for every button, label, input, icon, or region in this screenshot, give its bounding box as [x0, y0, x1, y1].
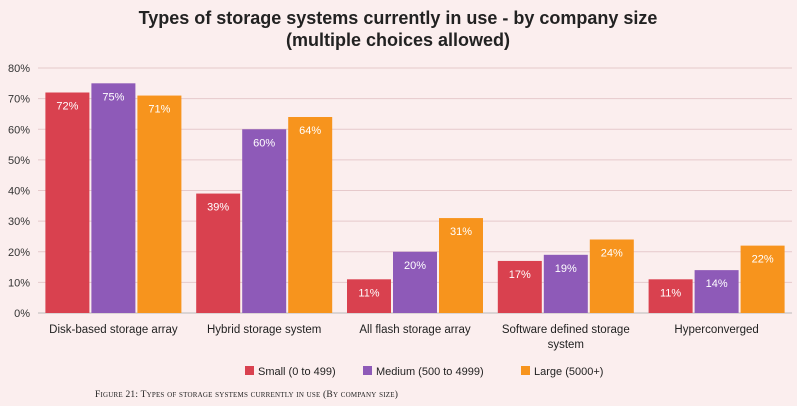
bar [648, 279, 693, 313]
chart-title-line: (multiple choices allowed) [286, 30, 510, 50]
bar [439, 218, 483, 313]
chart-title-line: Types of storage systems currently in us… [139, 8, 658, 28]
y-tick-label: 60% [8, 124, 30, 136]
legend: Small (0 to 499) Medium (500 to 4999) Larg… [245, 366, 603, 378]
legend-swatch [245, 366, 254, 375]
bar [137, 95, 182, 313]
y-tick-label: 0% [14, 308, 30, 320]
bar [589, 239, 634, 313]
legend-label: Large (5000+) [534, 366, 603, 378]
y-tick-label: 50% [8, 155, 30, 167]
bar [242, 129, 287, 313]
bar-value-label: 20% [404, 260, 426, 272]
bar-value-label: 31% [450, 226, 472, 238]
bar [694, 270, 739, 313]
bar-value-label: 14% [706, 278, 728, 290]
bar-value-label: 60% [253, 137, 275, 149]
bar-value-label: 71% [148, 104, 170, 116]
bar-value-label: 22% [752, 254, 774, 266]
x-tick-label: Software defined storage [502, 324, 630, 336]
bar-value-label: 75% [102, 91, 124, 103]
bar [196, 193, 241, 313]
y-tick-label: 40% [8, 186, 30, 198]
bar-value-label: 64% [299, 125, 321, 137]
legend-swatch [363, 366, 372, 375]
bar [347, 279, 391, 313]
y-axis: 0% 10% 20% 30% 40% 50% 60% 70% 80% [8, 63, 30, 320]
x-tick-label: Hybrid storage system [207, 324, 321, 336]
x-tick-label: Disk-based storage array [49, 324, 178, 336]
x-tick-label: Hyperconverged [674, 324, 758, 336]
bar [497, 260, 542, 313]
bar [288, 117, 333, 313]
bar-value-label: 11% [660, 287, 681, 299]
legend-swatch [521, 366, 530, 375]
bar [45, 92, 90, 313]
bar-value-label: 11% [358, 287, 379, 299]
y-tick-label: 80% [8, 63, 30, 75]
bar-value-label: 39% [207, 202, 229, 214]
bar [393, 251, 437, 313]
bar-value-label: 17% [509, 269, 531, 281]
bar [740, 245, 785, 313]
bar-value-label: 19% [555, 263, 577, 275]
x-axis: Disk-based storage array Hybrid storage s… [49, 324, 759, 351]
y-tick-label: 20% [8, 247, 30, 259]
y-tick-label: 10% [8, 277, 30, 289]
legend-label: Medium (500 to 4999) [376, 366, 484, 378]
bar [91, 83, 136, 313]
y-tick-label: 30% [8, 216, 30, 228]
bar [543, 254, 588, 313]
figure-caption: Figure 21: Types of storage systems curr… [95, 390, 399, 400]
x-tick-label: All flash storage array [359, 324, 470, 336]
bar-value-label: 24% [601, 248, 623, 260]
x-tick-label: system [548, 339, 584, 351]
chart-title: Types of storage systems currently in us… [139, 8, 658, 50]
bar-value-label: 72% [56, 101, 78, 113]
y-tick-label: 70% [8, 94, 30, 106]
legend-label: Small (0 to 499) [258, 366, 336, 378]
bars: 72% 75% 71% 39% 60% 64% 11% 20% 31% 17% 19% 24% 11% 1… [45, 83, 785, 313]
bar-chart: Types of storage systems currently in us… [8, 8, 792, 378]
